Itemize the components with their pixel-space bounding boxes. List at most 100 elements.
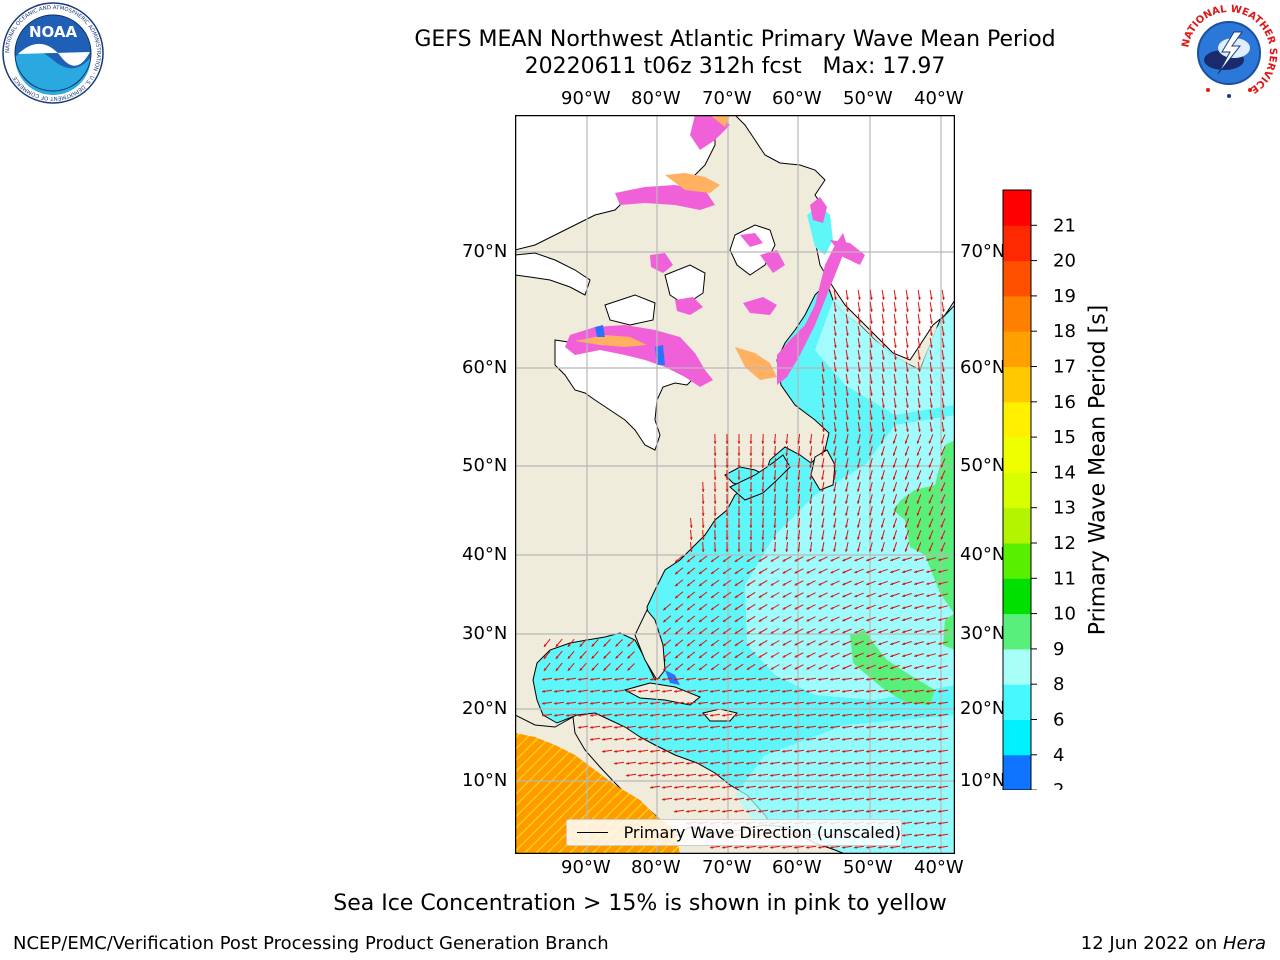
wave-arrow-head [845,537,848,540]
wave-arrow-head [650,773,653,777]
wave-arrow-head [770,809,773,813]
wave-arrow-head [854,737,857,741]
wave-arrow-head [770,667,774,670]
wave-arrow-head [710,809,713,813]
wave-arrow-head [543,668,547,671]
colorbar-segment [1003,578,1031,615]
wave-arrow-head [758,725,761,729]
wave-arrow-head [770,559,774,562]
wave-arrow-head [687,655,690,659]
colorbar-tick-label: 19 [1053,286,1076,307]
wave-arrow-head [818,654,822,658]
wave-arrow-head [914,713,917,717]
wave-arrow-head [926,809,929,813]
wave-arrow-head [543,656,547,659]
wave-arrow-head [904,548,908,552]
colorbar-tick-label: 4 [1053,745,1064,766]
wave-arrow-head [746,809,749,813]
wave-arrow-head [940,488,944,492]
wave-arrow-head [746,583,750,586]
wave-arrow-head [749,525,753,528]
wave-arrow-head [833,501,836,504]
wave-arrow-head [687,595,690,599]
wave-arrow-head [902,821,905,825]
wave-arrow-head [770,737,773,741]
wave-arrow-head [698,725,701,729]
wave-arrow-head [833,513,836,516]
wave-arrow-head [650,725,653,729]
lon-tick-top-40w: 40°W [914,88,964,109]
wave-arrow-head [749,465,753,468]
wave-arrow-head [941,381,945,384]
wave-arrow-head [734,607,738,610]
wave-arrow-head [854,809,857,813]
wave-arrow-head [842,594,846,598]
wave-arrow-head [917,393,921,396]
wave-arrow-head [626,749,629,753]
wave-arrow-head [591,643,595,647]
wave-arrow-head [842,809,845,813]
wave-arrow-head [928,536,932,540]
wave-arrow-head [579,643,583,647]
wave-arrow-head [773,465,777,468]
wave-arrow-head [782,737,785,741]
wave-arrow-head [722,797,725,801]
wave-arrow-head [914,606,918,610]
wave-arrow-head [830,737,833,741]
wave-arrow-head [902,630,906,634]
wave-arrow-head [701,513,705,516]
wave-arrow-head [806,737,809,741]
wave-arrow-head [567,655,571,659]
wave-arrow-head [890,773,893,777]
wave-arrow-head [797,537,801,540]
map-plot [515,115,955,854]
wave-arrow-head [869,476,872,480]
wave-arrow-head [614,761,617,765]
wave-arrow-head [722,785,725,789]
wave-arrow-head [890,594,894,598]
wave-arrow-head [734,785,737,789]
wave-arrow-head [749,489,753,492]
wave-arrow-head [917,405,921,408]
wave-arrow-head [746,761,749,765]
wave-arrow-head [542,713,545,717]
wave-arrow-head [916,548,920,552]
wave-arrow-head [737,441,741,444]
wave-arrow-head [782,582,786,586]
wave-arrow-head [941,393,945,396]
wave-arrow-head [734,737,737,741]
wave-arrow-head [866,582,870,586]
wave-arrow-head [734,761,737,765]
wave-arrow-head [902,713,905,717]
wave-arrow-head [854,606,858,610]
wave-arrow-head [758,737,761,741]
wave-arrow-head [842,558,846,562]
wave-arrow-head [698,797,701,801]
wave-arrow-head [904,512,908,516]
wave-arrow-head [785,477,789,480]
wave-arrow-head [914,666,918,670]
wave-arrow-head [662,713,665,717]
wave-arrow-head [938,725,941,729]
wave-arrow-head [890,701,893,705]
wave-arrow-head [663,619,667,623]
wave-arrow-head [686,809,689,813]
wave-arrow-head [854,594,858,598]
wave-arrow-head [627,643,631,647]
wave-arrow-head [926,761,929,765]
wave-arrow-head [854,630,858,634]
colorbar-tick-label: 2 [1053,780,1064,790]
wave-arrow-head [905,357,909,360]
wave-arrow-head [674,677,677,681]
wave-arrow-head [845,321,849,324]
wave-arrow-head [878,785,881,789]
wave-arrow-head [892,440,896,444]
wave-arrow-head [902,749,905,753]
wave-arrow-head [782,606,786,610]
wave-arrow-head [674,785,677,789]
wave-arrow-head [675,667,679,671]
wave-arrow-head [761,501,765,504]
wave-arrow-head [905,345,909,348]
lon-tick-bottom-90w: 90°W [561,857,611,878]
wave-arrow-head [938,689,941,693]
